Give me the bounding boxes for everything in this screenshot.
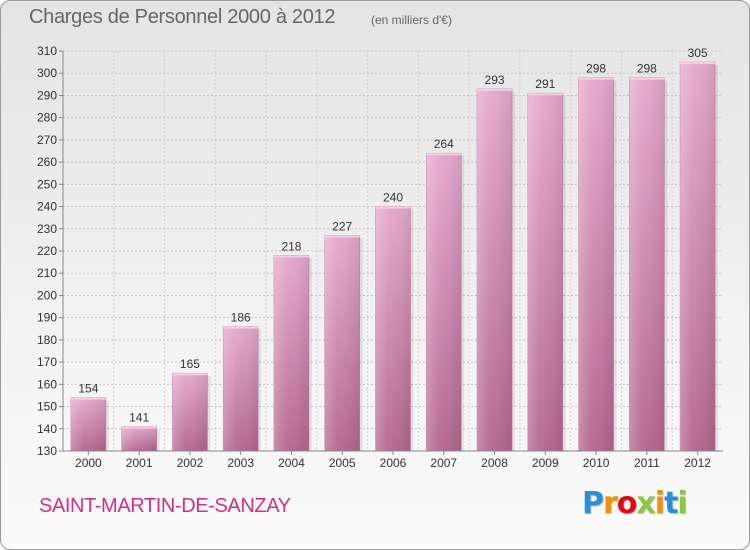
x-tick-label: 2008 [481,456,508,470]
proxiti-logo[interactable]: Proxiti [582,486,688,521]
data-label: 165 [180,357,200,371]
data-label: 141 [129,411,149,425]
data-label: 154 [78,382,98,396]
data-label: 186 [231,311,251,325]
y-tick-label: 280 [37,111,57,125]
x-tick-label: 2002 [177,456,204,470]
logo-letter: o [616,486,638,521]
y-tick-label: 130 [37,444,57,458]
y-tick-label: 170 [37,355,57,369]
data-label: 218 [281,239,301,253]
bar-top-edge [629,77,665,80]
bar-highlight [375,206,411,451]
data-label: 240 [383,191,403,205]
bar-top-edge [426,153,462,156]
y-tick-label: 240 [37,200,57,214]
bar-highlight [121,426,157,451]
bar-highlight [426,153,462,451]
bar-top-edge [121,426,157,429]
bar-highlight [578,77,614,452]
logo-letter: r [603,486,618,521]
y-tick-label: 310 [37,44,57,58]
bar-highlight [477,88,513,452]
y-tick-label: 200 [37,288,57,302]
logo-letter: t [664,486,678,521]
x-tick-label: 2006 [380,456,407,470]
data-label: 264 [434,137,454,151]
bar-top-edge [324,235,360,238]
chart-unit-label: (en milliers d'€) [371,13,452,27]
y-tick-label: 220 [37,244,57,258]
x-tick-label: 2011 [634,456,660,470]
bar-highlight [527,93,563,451]
x-tick-label: 2010 [583,456,610,470]
x-tick-label: 2007 [430,456,457,470]
y-tick-label: 260 [37,155,57,169]
bar-highlight [324,235,360,451]
logo-letter: x [636,486,655,521]
y-tick-label: 300 [37,66,57,80]
bar-top-edge [172,373,208,376]
data-label: 298 [637,62,657,76]
y-tick-label: 290 [37,88,57,102]
y-tick-label: 210 [37,266,57,280]
data-label: 305 [688,46,708,60]
x-tick-label: 2012 [684,456,711,470]
x-tick-label: 2004 [278,456,305,470]
bar-top-edge [223,326,259,329]
bar-highlight [629,77,665,452]
x-tick-label: 2000 [75,456,102,470]
y-tick-label: 160 [37,377,57,391]
y-tick-label: 140 [37,422,57,436]
x-tick-label: 2005 [329,456,356,470]
x-tick-label: 2009 [532,456,559,470]
x-tick-label: 2003 [227,456,254,470]
logo-letter: i [677,486,687,521]
logo-letter: P [582,486,604,521]
bar-top-edge [273,255,309,258]
data-label: 227 [332,219,352,233]
bar-top-edge [477,88,513,91]
y-tick-label: 230 [37,222,57,236]
y-tick-label: 190 [37,311,57,325]
y-tick-label: 150 [37,400,57,414]
y-tick-label: 250 [37,177,57,191]
y-tick-label: 180 [37,333,57,347]
y-tick-label: 270 [37,133,57,147]
bar-highlight [273,255,309,451]
bar-highlight [223,326,259,451]
bar-highlight [70,397,106,451]
commune-name: SAINT-MARTIN-DE-SANZAY [39,495,291,517]
data-label: 298 [586,62,606,76]
bar-highlight [172,373,208,451]
data-label: 291 [535,77,555,91]
bar-highlight [680,62,716,451]
x-tick-label: 2001 [126,456,153,470]
bar-top-edge [680,62,716,65]
bar-top-edge [527,93,563,96]
bar-top-edge [578,77,614,80]
bar-top-edge [375,206,411,209]
logo-letter: i [654,486,665,521]
bar-top-edge [70,397,106,400]
chart-title: Charges de Personnel 2000 à 2012 [29,6,336,28]
data-label: 293 [485,73,505,87]
